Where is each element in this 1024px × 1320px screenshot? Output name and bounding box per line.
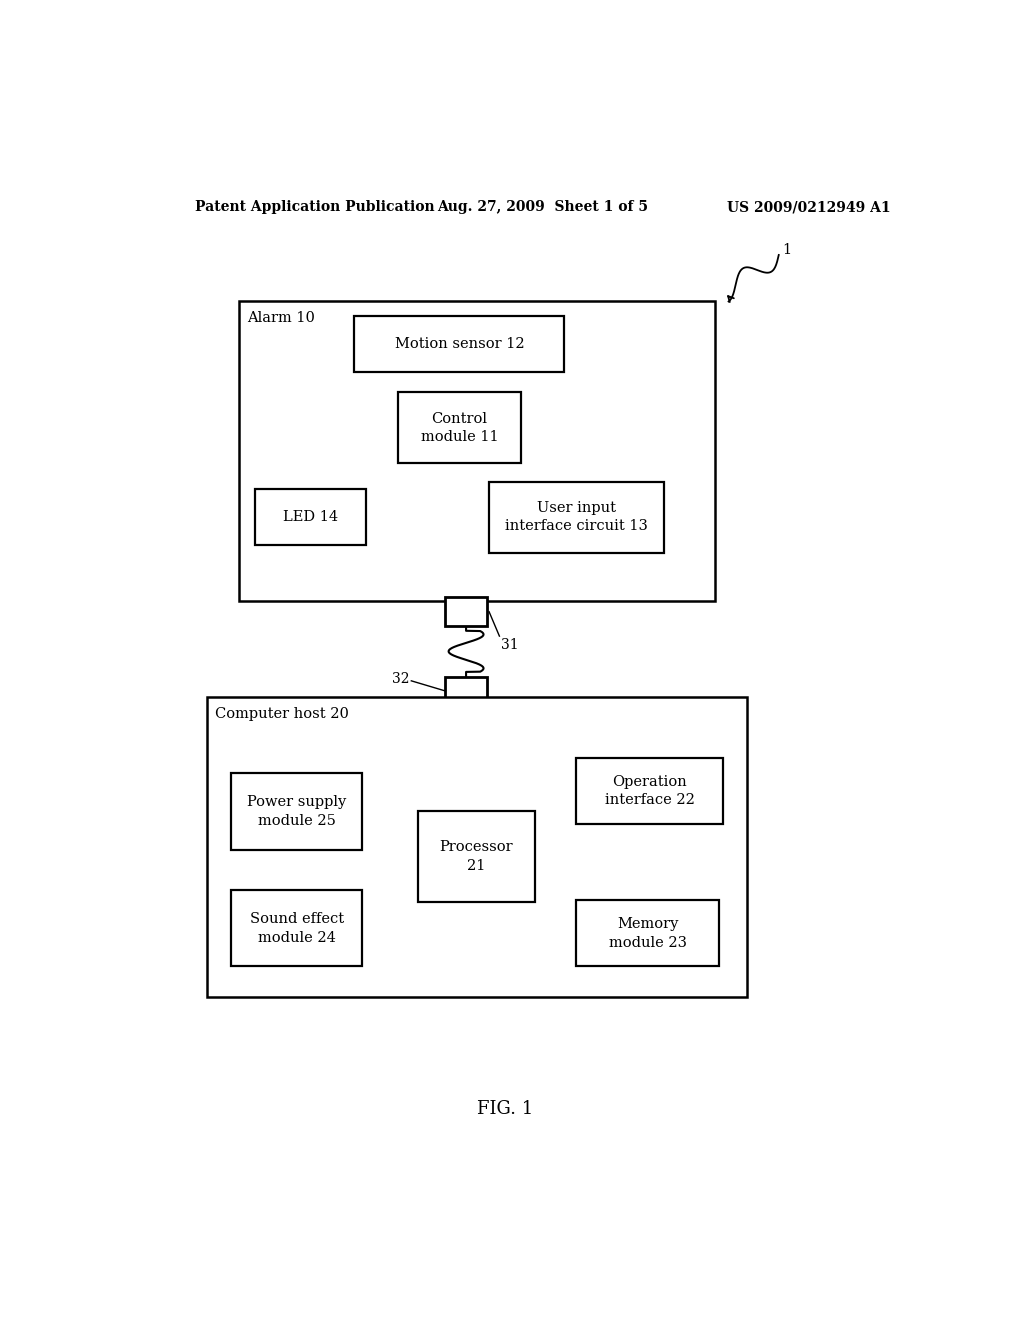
FancyBboxPatch shape bbox=[445, 677, 486, 705]
Text: Power supply
module 25: Power supply module 25 bbox=[247, 795, 346, 828]
FancyBboxPatch shape bbox=[207, 697, 748, 997]
FancyBboxPatch shape bbox=[577, 758, 723, 824]
Text: Patent Application Publication: Patent Application Publication bbox=[196, 201, 435, 214]
FancyBboxPatch shape bbox=[445, 598, 486, 626]
FancyBboxPatch shape bbox=[240, 301, 715, 601]
Text: Operation
interface 22: Operation interface 22 bbox=[605, 775, 694, 808]
FancyBboxPatch shape bbox=[231, 890, 362, 966]
FancyBboxPatch shape bbox=[231, 774, 362, 850]
Text: 31: 31 bbox=[501, 638, 518, 652]
Text: LED 14: LED 14 bbox=[283, 510, 338, 524]
Text: Control
module 11: Control module 11 bbox=[421, 412, 498, 444]
Text: Computer host 20: Computer host 20 bbox=[215, 708, 349, 721]
FancyBboxPatch shape bbox=[489, 482, 664, 553]
Text: Processor
21: Processor 21 bbox=[439, 841, 513, 873]
FancyBboxPatch shape bbox=[577, 900, 719, 966]
Text: 1: 1 bbox=[782, 243, 792, 257]
Text: 32: 32 bbox=[392, 672, 410, 686]
Text: Memory
module 23: Memory module 23 bbox=[609, 917, 687, 949]
Text: Motion sensor 12: Motion sensor 12 bbox=[394, 337, 524, 351]
Text: Sound effect
module 24: Sound effect module 24 bbox=[250, 912, 344, 945]
Text: Aug. 27, 2009  Sheet 1 of 5: Aug. 27, 2009 Sheet 1 of 5 bbox=[437, 201, 648, 214]
Text: Alarm 10: Alarm 10 bbox=[247, 312, 315, 325]
Text: FIG. 1: FIG. 1 bbox=[477, 1100, 534, 1118]
FancyBboxPatch shape bbox=[397, 392, 521, 463]
Text: User input
interface circuit 13: User input interface circuit 13 bbox=[505, 502, 648, 533]
FancyBboxPatch shape bbox=[354, 315, 564, 372]
FancyBboxPatch shape bbox=[418, 810, 536, 903]
Text: US 2009/0212949 A1: US 2009/0212949 A1 bbox=[727, 201, 891, 214]
FancyBboxPatch shape bbox=[255, 488, 367, 545]
